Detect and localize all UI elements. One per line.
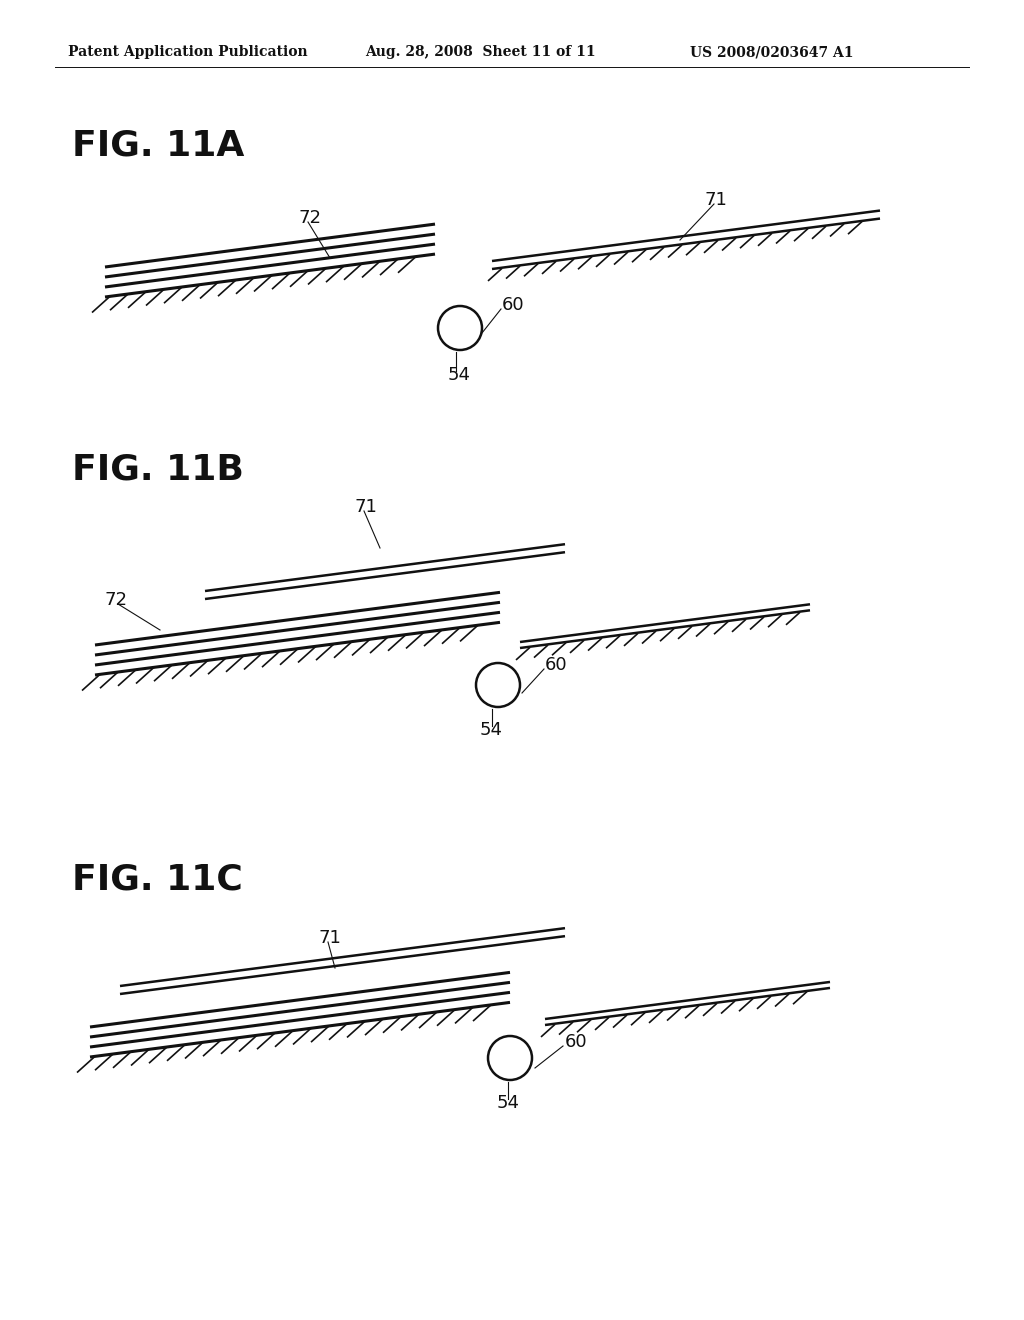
Text: 71: 71 xyxy=(355,498,378,516)
Text: 60: 60 xyxy=(502,296,524,314)
Text: Aug. 28, 2008  Sheet 11 of 11: Aug. 28, 2008 Sheet 11 of 11 xyxy=(365,45,596,59)
Text: 54: 54 xyxy=(497,1094,520,1111)
Text: FIG. 11B: FIG. 11B xyxy=(72,453,244,487)
Text: 54: 54 xyxy=(480,721,503,739)
Text: Patent Application Publication: Patent Application Publication xyxy=(68,45,307,59)
Text: 54: 54 xyxy=(449,366,471,384)
Text: 71: 71 xyxy=(318,929,341,946)
Text: FIG. 11C: FIG. 11C xyxy=(72,863,243,898)
Text: 72: 72 xyxy=(298,209,321,227)
Text: 71: 71 xyxy=(705,191,728,209)
Text: 72: 72 xyxy=(105,591,128,609)
Text: 60: 60 xyxy=(545,656,567,675)
Text: 60: 60 xyxy=(565,1034,588,1051)
Text: US 2008/0203647 A1: US 2008/0203647 A1 xyxy=(690,45,853,59)
Text: FIG. 11A: FIG. 11A xyxy=(72,128,245,162)
